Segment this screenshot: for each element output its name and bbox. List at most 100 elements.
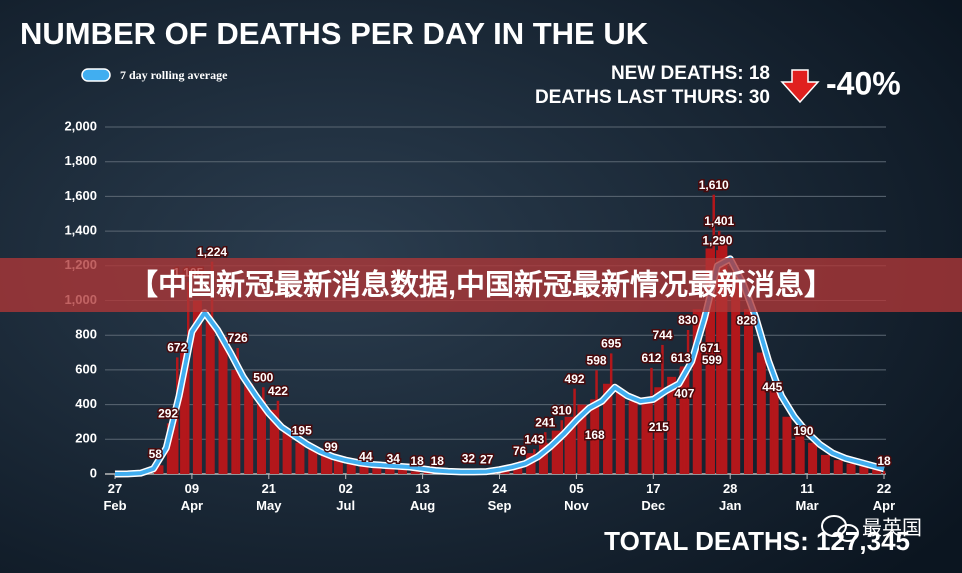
daily-bar — [650, 367, 653, 474]
x-tick-label: 13 Aug — [410, 481, 435, 513]
data-label: 292 — [158, 407, 178, 421]
data-label: 215 — [649, 420, 669, 434]
y-tick-label: 0 — [90, 465, 97, 480]
daily-bar — [744, 309, 754, 474]
daily-bar — [231, 369, 241, 474]
data-label: 695 — [601, 337, 621, 351]
daily-bar — [667, 376, 677, 474]
data-label: 195 — [292, 423, 312, 437]
legend-swatch — [81, 68, 111, 82]
daily-bar — [731, 274, 741, 474]
x-tick-label: 28 Jan — [719, 481, 741, 513]
daily-bar — [692, 309, 702, 474]
daily-bar — [712, 194, 715, 475]
daily-bar — [590, 399, 600, 474]
daily-bar — [276, 400, 280, 474]
data-label: 422 — [268, 384, 288, 398]
daily-bar — [661, 344, 664, 474]
daily-bar — [641, 399, 651, 474]
y-tick-label: 400 — [75, 396, 97, 411]
data-label: 18 — [877, 454, 891, 468]
data-label: 830 — [678, 313, 698, 327]
data-label: 612 — [641, 351, 661, 365]
daily-bar — [564, 416, 574, 474]
data-label: 1,290 — [702, 233, 732, 247]
data-label: 18 — [431, 454, 445, 468]
daily-bar — [346, 461, 356, 474]
data-label: 445 — [762, 380, 782, 394]
daily-bar — [551, 430, 561, 474]
data-label: 76 — [513, 444, 527, 458]
daily-bar — [186, 282, 190, 474]
x-tick-label: 21 May — [256, 481, 282, 513]
stat: NEW DEATHS: 18 — [611, 63, 770, 84]
x-tick-label: 27 Feb — [103, 481, 126, 513]
daily-bar — [269, 409, 279, 474]
daily-bar — [359, 464, 369, 474]
data-label: 32 — [462, 452, 476, 466]
daily-bar — [657, 436, 661, 474]
data-label: 1,610 — [699, 178, 729, 192]
daily-bar — [244, 383, 254, 474]
chart-title: NUMBER OF DEATHS PER DAY IN THE UK — [20, 16, 649, 51]
daily-bar — [683, 403, 686, 474]
plot-area: 02004006008001,0001,2001,4001,6001,8002,… — [64, 118, 895, 513]
daily-bar — [716, 250, 719, 474]
data-label: 168 — [585, 428, 605, 442]
daily-bar — [882, 470, 886, 474]
daily-bar — [167, 425, 177, 474]
daily-bar — [415, 470, 419, 474]
daily-bar — [686, 329, 690, 474]
daily-bar — [300, 440, 304, 474]
daily-bar — [372, 466, 382, 474]
data-label: 672 — [167, 341, 187, 355]
daily-bar — [154, 465, 164, 474]
down-arrow — [780, 69, 820, 104]
daily-bar — [771, 396, 774, 474]
daily-bar — [256, 401, 266, 474]
daily-bar — [679, 367, 683, 474]
daily-bar — [538, 442, 548, 474]
x-tick-label: 05 Nov — [564, 481, 589, 513]
data-label: 599 — [702, 353, 722, 367]
daily-bar — [329, 456, 333, 474]
data-label: 1,401 — [704, 214, 734, 228]
daily-bar — [392, 468, 395, 474]
x-tick-label: 24 Sep — [488, 481, 512, 513]
banner-text: 【中国新冠最新消息数据,中国新冠最新情况最新消息】 — [129, 268, 833, 302]
daily-bar — [628, 401, 638, 474]
data-label: 598 — [587, 353, 607, 367]
daily-bar — [833, 460, 843, 474]
y-tick-label: 200 — [75, 431, 97, 446]
daily-bar — [282, 428, 292, 474]
daily-bar — [210, 261, 214, 474]
daily-bar — [295, 442, 305, 474]
daily-bar — [717, 230, 721, 474]
daily-bar — [262, 387, 265, 474]
y-tick-label: 800 — [75, 327, 97, 342]
daily-bar — [769, 387, 779, 474]
watermark: 最英国 — [862, 516, 922, 539]
data-label: 744 — [652, 328, 672, 342]
daily-bar — [205, 321, 215, 474]
daily-bar — [308, 447, 318, 474]
y-tick-label: 1,600 — [64, 188, 97, 203]
daily-bar — [410, 471, 420, 474]
daily-bar — [180, 343, 190, 474]
daily-bar — [593, 444, 596, 474]
data-label: 671 — [700, 341, 720, 355]
daily-bar — [795, 430, 805, 474]
y-tick-label: 600 — [75, 361, 97, 376]
daily-bar — [615, 390, 625, 474]
daily-bar — [820, 454, 830, 474]
data-label: 27 — [480, 452, 494, 466]
data-label: 1,224 — [197, 245, 227, 259]
data-label: 613 — [671, 351, 691, 365]
data-label: 407 — [674, 387, 694, 401]
daily-bar — [756, 352, 766, 474]
daily-bar — [603, 383, 613, 474]
change: -40% — [826, 65, 901, 101]
daily-bar — [872, 469, 882, 474]
x-tick-label: 17 Dec — [641, 481, 665, 513]
